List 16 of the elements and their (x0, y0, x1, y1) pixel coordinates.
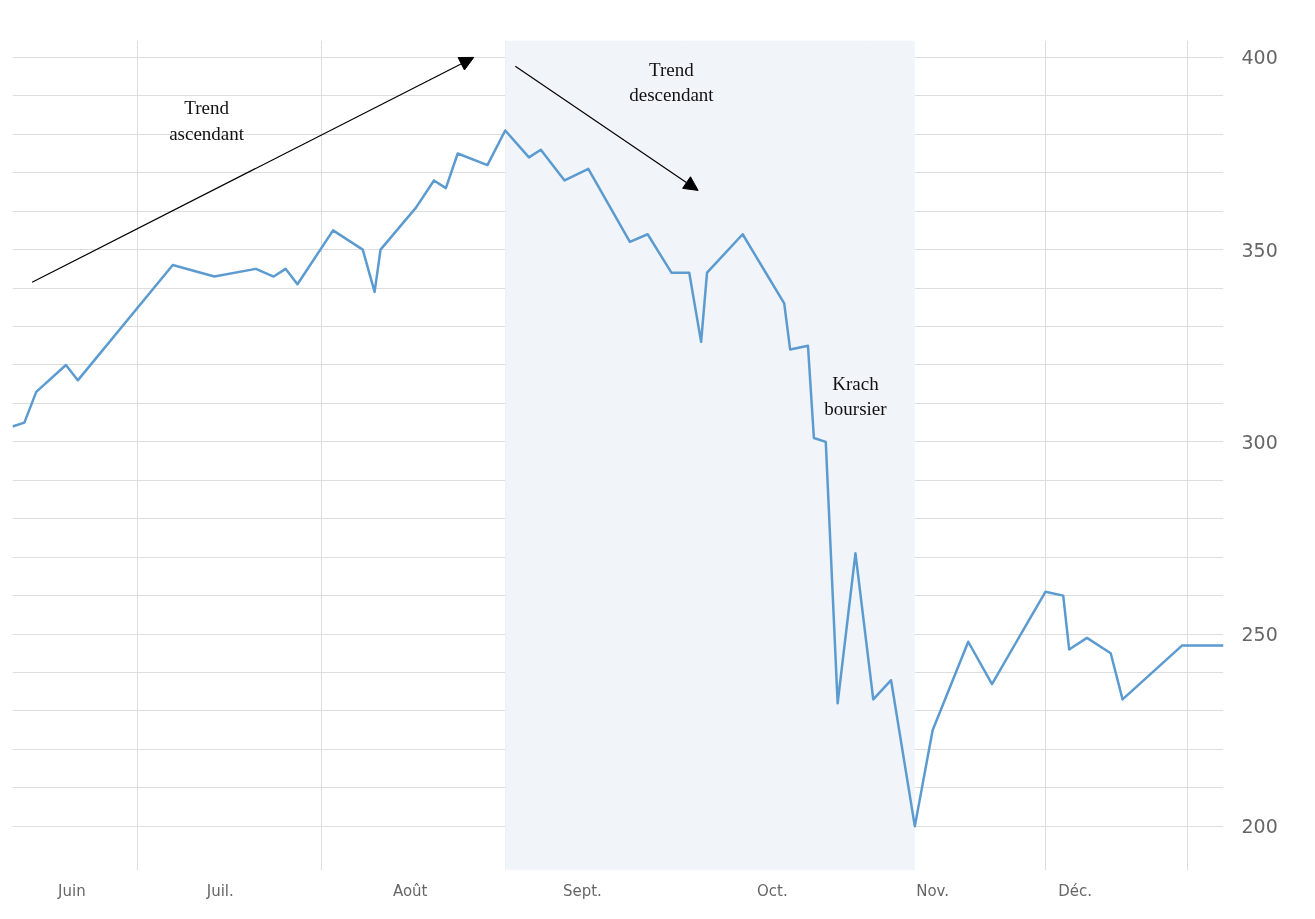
x-tick-label: Oct. (756, 881, 788, 900)
annotation: Trend descendant (629, 59, 715, 106)
y-tick-label: 350 (1241, 238, 1278, 261)
y-tick-label: 200 (1241, 815, 1278, 838)
annotation: Krach boursier (824, 372, 888, 419)
x-tick-label: Déc. (1058, 881, 1092, 900)
x-tick-label: Juin (57, 881, 86, 900)
y-tick-label: 400 (1241, 46, 1278, 69)
y-tick-label: 300 (1241, 430, 1278, 453)
x-tick-label: Août (392, 881, 428, 900)
y-tick-label: 250 (1241, 623, 1278, 646)
x-tick-label: Juil. (205, 881, 234, 900)
x-tick-label: Sept. (562, 881, 602, 900)
line-series (12, 129, 1224, 828)
x-tick-label: Nov. (916, 881, 950, 900)
annotation: Trend ascendant (169, 97, 245, 144)
